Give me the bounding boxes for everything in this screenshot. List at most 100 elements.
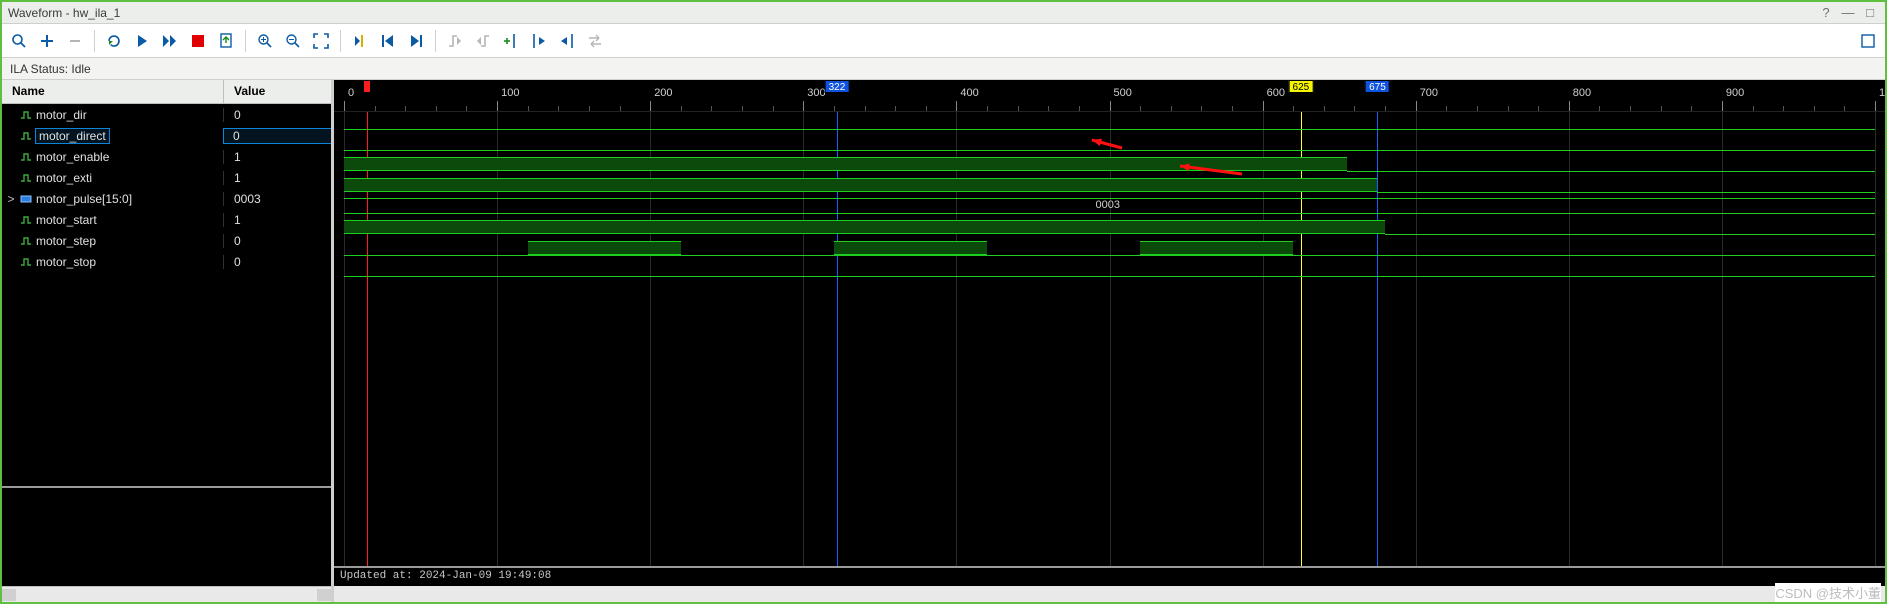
- expand-caret-icon[interactable]: >: [6, 192, 16, 206]
- go-first-icon[interactable]: [375, 28, 401, 54]
- main-body: Name Value motor_dir0motor_direct0motor_…: [2, 80, 1885, 602]
- add-marker-icon[interactable]: [498, 28, 524, 54]
- bit-signal-icon: [20, 172, 32, 184]
- cursor-flag-yellow[interactable]: 625: [1289, 80, 1314, 93]
- wave-low-line: [1385, 234, 1875, 235]
- go-last-icon[interactable]: [403, 28, 429, 54]
- zoom-in-icon[interactable]: [252, 28, 278, 54]
- play-icon[interactable]: [129, 28, 155, 54]
- ruler-tick-major: [650, 101, 651, 111]
- ruler-tick-minor: [742, 106, 743, 111]
- settings-icon[interactable]: [1855, 28, 1881, 54]
- next-marker-icon[interactable]: [554, 28, 580, 54]
- wave-row[interactable]: [334, 238, 1885, 259]
- signal-list[interactable]: motor_dir0motor_direct0motor_enable1moto…: [2, 104, 331, 486]
- help-icon[interactable]: ?: [1817, 4, 1835, 22]
- wave-row[interactable]: [334, 175, 1885, 196]
- signal-name-cell[interactable]: motor_dir: [2, 108, 224, 122]
- signal-name-label: motor_dir: [36, 108, 87, 122]
- zoom-out-icon[interactable]: [280, 28, 306, 54]
- wave-row[interactable]: 0003: [334, 196, 1885, 217]
- ruler-tick-label: 700: [1420, 87, 1438, 99]
- ruler-tick-minor: [711, 106, 712, 111]
- column-header-value[interactable]: Value: [224, 80, 331, 103]
- wave-row[interactable]: [334, 112, 1885, 133]
- wave-low-line: [1377, 192, 1875, 193]
- signal-row[interactable]: motor_direct 0: [2, 125, 331, 146]
- ruler-tick-major: [1722, 101, 1723, 111]
- cursor-flag-blue[interactable]: 675: [1365, 80, 1390, 93]
- wave-const-line: [344, 150, 1875, 151]
- ruler-tick-minor: [558, 106, 559, 111]
- signal-list-scrollbar[interactable]: [2, 586, 331, 602]
- wave-low-line: [1301, 255, 1875, 256]
- ruler-tick-label: 100: [501, 87, 519, 99]
- signal-row[interactable]: >motor_pulse[15:0]0003: [2, 188, 331, 209]
- signal-value-cell[interactable]: 0: [224, 234, 331, 248]
- waveform-window: Waveform - hw_ila_1 ? — □ ILA Status: Id: [0, 0, 1887, 604]
- ruler-tick-minor: [1201, 106, 1202, 111]
- maximize-icon[interactable]: □: [1861, 4, 1879, 22]
- cursor-flag-red[interactable]: [363, 80, 371, 93]
- minimize-icon[interactable]: —: [1839, 4, 1857, 22]
- wave-high-segment: [1301, 178, 1378, 192]
- export-icon[interactable]: [213, 28, 239, 54]
- waveform-pane[interactable]: 01002003004005006007008009001,0003226256…: [334, 80, 1885, 602]
- add-icon[interactable]: [34, 28, 60, 54]
- signal-value-cell[interactable]: 1: [224, 171, 331, 185]
- zoom-fit-icon[interactable]: [308, 28, 334, 54]
- signal-name-cell[interactable]: motor_exti: [2, 171, 224, 185]
- signal-row[interactable]: motor_enable1: [2, 146, 331, 167]
- signal-row[interactable]: motor_dir 0: [2, 104, 331, 125]
- signal-value-cell[interactable]: 0: [224, 255, 331, 269]
- ruler-tick-minor: [1048, 106, 1049, 111]
- signal-name-label: motor_direct: [36, 129, 109, 143]
- waveform-scrollbar[interactable]: [334, 586, 1885, 602]
- wave-low-line: [344, 255, 1301, 256]
- ruler-tick-minor: [1753, 106, 1754, 111]
- signal-name-cell[interactable]: >motor_pulse[15:0]: [2, 192, 224, 206]
- ruler-tick-minor: [1508, 106, 1509, 111]
- wave-row[interactable]: [334, 154, 1885, 175]
- signal-value-cell[interactable]: 0: [224, 129, 331, 143]
- signal-value-cell[interactable]: 1: [224, 213, 331, 227]
- signal-value-cell[interactable]: 0003: [224, 192, 331, 206]
- wave-row[interactable]: [334, 259, 1885, 280]
- signal-name-cell[interactable]: motor_step: [2, 234, 224, 248]
- signal-name-cell[interactable]: motor_enable: [2, 150, 224, 164]
- swap-markers-icon: [582, 28, 608, 54]
- go-to-cursor-icon[interactable]: [347, 28, 373, 54]
- signal-name-cell[interactable]: motor_direct: [2, 129, 224, 143]
- signal-value-cell[interactable]: 1: [224, 150, 331, 164]
- ruler-tick-label: 800: [1573, 87, 1591, 99]
- fast-forward-icon[interactable]: [157, 28, 183, 54]
- signal-name-cell[interactable]: motor_stop: [2, 255, 224, 269]
- ruler-tick-major: [1875, 101, 1876, 111]
- stop-icon[interactable]: [185, 28, 211, 54]
- ruler-tick-major: [497, 101, 498, 111]
- bit-signal-icon: [20, 109, 32, 121]
- ruler-tick-minor: [1171, 106, 1172, 111]
- wave-row[interactable]: [334, 217, 1885, 238]
- wave-row[interactable]: [334, 133, 1885, 154]
- bit-signal-icon: [20, 235, 32, 247]
- prev-marker-icon[interactable]: [526, 28, 552, 54]
- wave-high-segment: [528, 241, 681, 255]
- ruler-tick-major: [803, 101, 804, 111]
- wave-bus-label: 0003: [1096, 199, 1120, 211]
- ruler-tick-minor: [834, 106, 835, 111]
- search-icon[interactable]: [6, 28, 32, 54]
- refresh-icon[interactable]: [101, 28, 127, 54]
- signal-name-cell[interactable]: motor_start: [2, 213, 224, 227]
- column-header-name[interactable]: Name: [2, 80, 224, 103]
- signal-row[interactable]: motor_stop0: [2, 251, 331, 272]
- ruler-tick-minor: [1630, 106, 1631, 111]
- cursor-flag-blue[interactable]: 322: [825, 80, 850, 93]
- waveform-rows[interactable]: 0003: [334, 112, 1885, 566]
- time-ruler[interactable]: 01002003004005006007008009001,0003226256…: [334, 80, 1885, 112]
- signal-row[interactable]: motor_step0: [2, 230, 331, 251]
- ruler-tick-minor: [865, 106, 866, 111]
- signal-row[interactable]: motor_exti1: [2, 167, 331, 188]
- signal-value-cell[interactable]: 0: [224, 108, 331, 122]
- signal-row[interactable]: motor_start1: [2, 209, 331, 230]
